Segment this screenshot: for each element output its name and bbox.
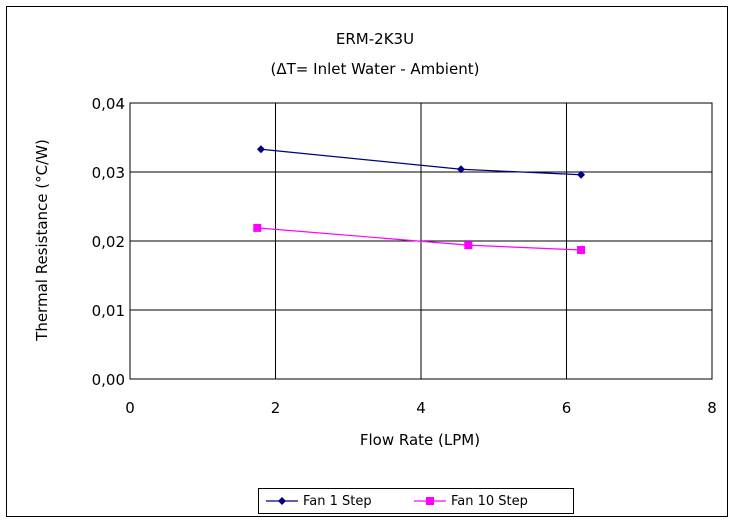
x-tick-label-2: 4 [416, 399, 426, 417]
series-layer [253, 145, 586, 254]
y-tick-labels: 0,00 0,01 0,02 0,03 0,04 [92, 95, 125, 389]
chart-title: ERM-2K3U [336, 30, 414, 48]
x-tick-label-4: 8 [707, 399, 717, 417]
legend-label-fan-1-step: Fan 1 Step [303, 493, 372, 509]
series-1 [253, 223, 586, 254]
plot-area [129, 102, 713, 380]
x-tick-label-0: 0 [125, 399, 135, 417]
x-tick-labels: 0 2 4 6 8 [125, 399, 717, 417]
x-axis-label: Flow Rate (LPM) [360, 431, 480, 449]
point-1-0 [253, 223, 262, 232]
legend-swatch-fan-1-step [265, 489, 299, 513]
chart-frame [6, 6, 728, 517]
point-0-0 [256, 145, 265, 154]
legend-item-fan-10-step: Fan 10 Step [413, 489, 528, 513]
series-0 [256, 145, 586, 179]
series-line-1 [257, 227, 582, 251]
legend-label-fan-10-step: Fan 10 Step [451, 493, 528, 509]
x-tick-label-3: 6 [562, 399, 572, 417]
point-0-2 [577, 170, 586, 179]
point-1-1 [464, 241, 473, 250]
y-tick-label-3: 0,03 [92, 164, 125, 182]
y-axis-label: Thermal Resistance (°C/W) [33, 139, 51, 342]
legend-swatch-fan-10-step [413, 489, 447, 513]
legend-item-fan-1-step: Fan 1 Step [265, 489, 372, 513]
y-tick-label-2: 0,02 [92, 233, 125, 251]
x-tick-label-1: 2 [271, 399, 281, 417]
y-tick-label-0: 0,00 [92, 371, 125, 389]
chart-subtitle: (ΔT= Inlet Water - Ambient) [271, 60, 480, 78]
point-1-2 [577, 245, 586, 254]
y-tick-label-1: 0,01 [92, 302, 125, 320]
legend: Fan 1 Step Fan 10 Step [258, 488, 574, 514]
point-0-1 [457, 165, 466, 174]
y-tick-label-4: 0,04 [92, 95, 125, 113]
